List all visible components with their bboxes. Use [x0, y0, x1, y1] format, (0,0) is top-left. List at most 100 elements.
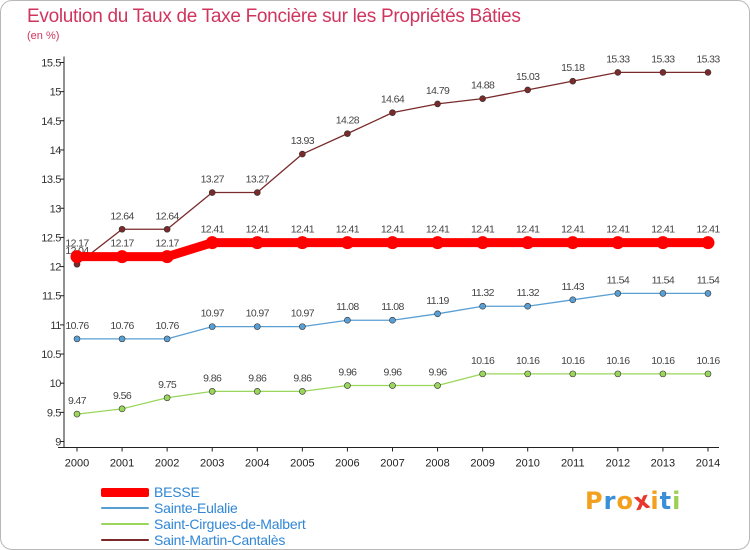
- x-tick-label: 2006: [335, 458, 359, 470]
- x-tick-label: 2013: [651, 458, 675, 470]
- data-label: 10.16: [561, 355, 585, 367]
- legend-swatch: [101, 507, 149, 509]
- data-point: [524, 370, 532, 378]
- legend-swatch: [101, 539, 149, 541]
- data-point: [476, 236, 490, 250]
- data-label: 12.17: [155, 238, 179, 250]
- data-label: 11.54: [652, 274, 675, 286]
- data-label: 12.41: [471, 224, 495, 236]
- data-label: 15.03: [516, 71, 540, 83]
- logo-letter: t: [659, 487, 673, 515]
- data-point: [569, 296, 577, 304]
- data-label: 9.86: [248, 372, 267, 384]
- data-label: 15.33: [606, 53, 630, 65]
- data-point: [253, 323, 261, 330]
- data-point: [253, 388, 261, 395]
- x-tick-label: 2009: [470, 458, 494, 470]
- data-point: [611, 236, 625, 250]
- data-point: [701, 236, 715, 250]
- data-point: [163, 394, 171, 402]
- data-point: [208, 323, 216, 330]
- y-tick-label: 9.5: [47, 407, 61, 419]
- data-point: [160, 250, 174, 264]
- y-tick-label: 15: [50, 87, 62, 99]
- data-point: [524, 86, 532, 94]
- data-point: [115, 250, 129, 264]
- data-label: 12.64: [110, 210, 134, 222]
- y-tick-label: 15.5: [41, 58, 61, 70]
- data-label: 9.86: [293, 372, 312, 384]
- y-tick-label: 14.5: [41, 116, 61, 128]
- data-label: 11.54: [607, 274, 630, 286]
- y-tick-label: 13: [50, 203, 62, 215]
- data-point: [344, 130, 351, 137]
- data-label: 11.32: [516, 287, 539, 299]
- data-label: 14.64: [381, 94, 405, 106]
- data-point: [389, 109, 396, 116]
- data-label: 12.41: [561, 224, 585, 236]
- x-tick-label: 2000: [65, 458, 89, 470]
- data-label: 15.33: [651, 53, 675, 65]
- data-label: 9.96: [383, 367, 402, 379]
- data-label: 9.75: [158, 379, 177, 391]
- data-point: [295, 236, 309, 250]
- data-point: [479, 370, 486, 378]
- data-point: [163, 335, 171, 343]
- data-point: [704, 290, 712, 297]
- data-label: 13.93: [291, 135, 315, 147]
- series-sainte-eulalie: 10.76 10.76 10.76 10.97 10.97 10.97 11.08 11.08…: [65, 274, 721, 343]
- data-label: 11.43: [562, 281, 585, 293]
- series-saint-cirgues-de-malbert: 9.47 9.56 9.75 9.86 9.86 9.86 9.96 9.96 9.96 10.1…: [68, 355, 721, 418]
- data-label: 12.41: [696, 224, 720, 236]
- data-point: [163, 225, 171, 233]
- logo-letter: o: [616, 487, 634, 515]
- data-point: [389, 316, 396, 324]
- data-point: [479, 95, 486, 102]
- x-tick-label: 2005: [290, 458, 314, 470]
- data-point: [389, 382, 396, 389]
- data-label: 9.47: [68, 395, 87, 407]
- data-label: 12.41: [291, 224, 315, 236]
- proxiti-logo: Proxiti: [585, 486, 681, 517]
- data-label: 12.64: [155, 210, 179, 222]
- data-point: [569, 370, 577, 378]
- x-tick-label: 2002: [155, 458, 179, 470]
- data-point: [704, 69, 712, 76]
- legend-swatch: [101, 523, 149, 525]
- data-label: 14.88: [471, 80, 495, 92]
- data-point: [250, 236, 264, 250]
- x-tick-label: 2010: [515, 458, 539, 470]
- data-label: 10.16: [606, 355, 630, 367]
- data-point: [659, 370, 667, 378]
- data-point: [521, 236, 535, 250]
- data-label: 10.16: [651, 355, 675, 367]
- data-point: [299, 323, 306, 330]
- data-point: [299, 388, 306, 395]
- legend-swatch: [101, 488, 149, 497]
- chart-title: Evolution du Taux de Taxe Foncière sur l…: [27, 6, 521, 27]
- data-point: [73, 335, 81, 343]
- data-label: 11.19: [426, 295, 449, 307]
- data-point: [340, 236, 354, 250]
- data-label: 11.08: [336, 301, 359, 313]
- y-tick-label: 12.5: [41, 232, 61, 244]
- data-point: [614, 290, 622, 297]
- data-label: 12.41: [426, 224, 450, 236]
- data-point: [385, 236, 399, 250]
- data-point: [656, 236, 670, 250]
- data-label: 12.17: [110, 238, 134, 250]
- x-tick-label: 2001: [110, 458, 134, 470]
- data-label: 10.16: [471, 355, 495, 367]
- x-tick-label: 2007: [380, 458, 404, 470]
- data-label: 9.56: [113, 390, 132, 402]
- chart-subtitle: (en %): [27, 30, 60, 42]
- data-point: [479, 302, 486, 310]
- data-label: 12.17: [65, 238, 89, 250]
- data-point: [434, 382, 441, 389]
- data-label: 11.54: [697, 274, 720, 286]
- data-label: 10.97: [291, 308, 315, 320]
- data-label: 10.76: [155, 320, 179, 332]
- data-label: 10.97: [246, 308, 270, 320]
